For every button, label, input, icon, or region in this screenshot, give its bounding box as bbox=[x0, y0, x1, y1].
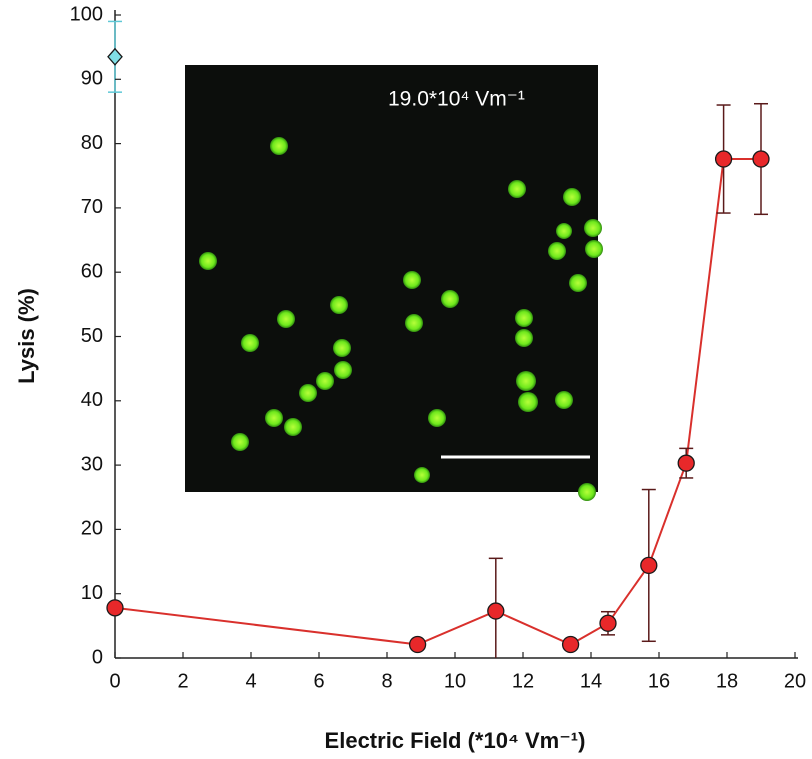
x-tick-label: 4 bbox=[245, 670, 256, 692]
y-tick-label: 100 bbox=[70, 3, 103, 25]
plot-area bbox=[106, 20, 770, 658]
cells bbox=[199, 137, 603, 501]
x-tick-label: 6 bbox=[313, 670, 324, 692]
x-tick-label: 10 bbox=[444, 670, 466, 692]
point bbox=[677, 454, 695, 472]
point bbox=[107, 47, 123, 66]
y-tick-label: 20 bbox=[81, 518, 103, 540]
inset-image: 19.0*10⁴ Vm⁻¹ bbox=[185, 65, 603, 501]
y-tick-label: 0 bbox=[92, 646, 103, 668]
x-tick-label: 0 bbox=[109, 670, 120, 692]
y-tick-label: 50 bbox=[81, 325, 103, 347]
y-axis-title: Lysis (%) bbox=[14, 288, 39, 384]
point bbox=[408, 635, 427, 654]
point bbox=[561, 635, 580, 654]
y-tick-label: 10 bbox=[81, 582, 103, 604]
point bbox=[487, 602, 505, 620]
point bbox=[714, 150, 733, 168]
x-tick-label: 12 bbox=[512, 670, 534, 692]
x-tick-label: 20 bbox=[784, 670, 806, 692]
inset-label: 19.0*10⁴ Vm⁻¹ bbox=[388, 88, 525, 111]
point bbox=[752, 150, 770, 168]
point bbox=[106, 599, 124, 617]
x-tick-label: 16 bbox=[648, 670, 670, 692]
y-tick-label: 60 bbox=[81, 260, 103, 282]
point bbox=[640, 556, 658, 575]
x-tick-label: 2 bbox=[177, 670, 188, 692]
y-tick-label: 30 bbox=[81, 453, 103, 475]
inset-background bbox=[185, 65, 598, 492]
point bbox=[599, 614, 617, 632]
y-tick-label: 40 bbox=[81, 389, 103, 411]
y-tick-label: 90 bbox=[81, 68, 103, 90]
y-tick-label: 80 bbox=[81, 132, 103, 154]
y-tick-label: 70 bbox=[81, 196, 103, 218]
x-tick-label: 18 bbox=[716, 670, 738, 692]
x-tick-label: 8 bbox=[381, 670, 392, 692]
x-tick-label: 14 bbox=[580, 670, 602, 692]
x-axis-title: Electric Field (*10⁴ Vm⁻¹) bbox=[325, 728, 586, 753]
